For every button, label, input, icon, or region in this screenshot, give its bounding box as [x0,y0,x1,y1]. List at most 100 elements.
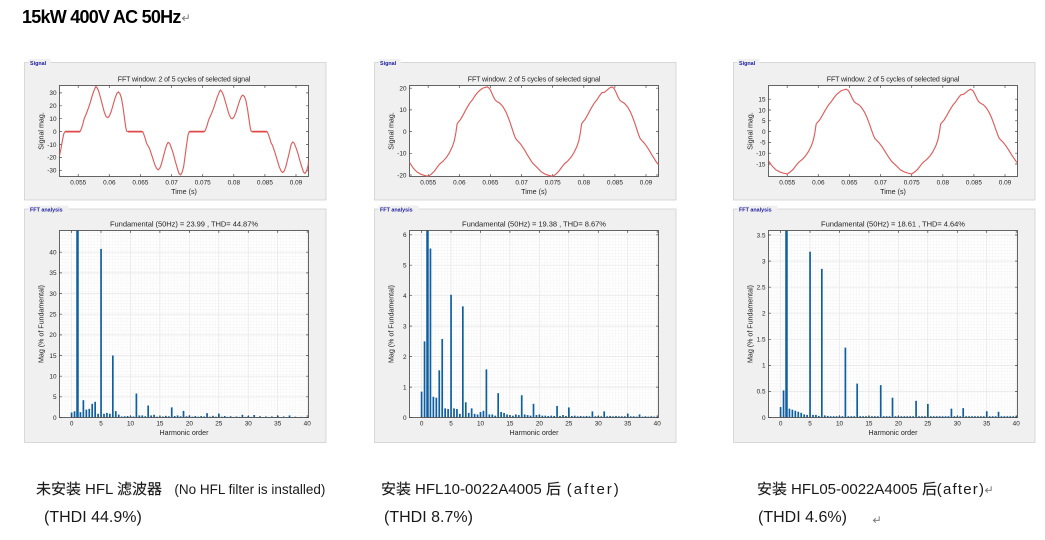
svg-text:30: 30 [954,421,962,428]
svg-text:2: 2 [762,311,766,318]
svg-text:0.055: 0.055 [70,180,86,187]
svg-text:-15: -15 [756,161,766,168]
svg-text:Signal mag.: Signal mag. [38,112,46,149]
svg-text:10: 10 [127,421,135,428]
svg-text:20: 20 [49,103,57,110]
svg-text:25: 25 [565,421,573,428]
svg-text:25: 25 [924,421,932,428]
svg-text:0.075: 0.075 [904,180,920,187]
svg-text:0.065: 0.065 [841,180,857,187]
svg-text:10: 10 [477,421,485,428]
svg-text:30: 30 [49,291,57,298]
svg-text:FFT window: 2 of 5 cycles of s: FFT window: 2 of 5 cycles of selected si… [118,76,251,83]
svg-text:15: 15 [506,421,514,428]
svg-text:2.5: 2.5 [757,285,766,292]
svg-text:40: 40 [304,421,312,428]
svg-text:25: 25 [215,421,223,428]
svg-text:Signal mag.: Signal mag. [388,112,396,149]
svg-text:10: 10 [836,421,844,428]
svg-text:Fundamental (50Hz) = 23.99 , T: Fundamental (50Hz) = 23.99 , THD= 44.87% [110,219,258,228]
svg-text:40: 40 [654,421,662,428]
svg-text:1: 1 [403,384,407,391]
svg-text:5: 5 [99,421,103,428]
svg-text:-20: -20 [397,172,407,179]
svg-text:15: 15 [156,421,164,428]
svg-text:40: 40 [1013,421,1021,428]
svg-text:0.055: 0.055 [779,180,795,187]
svg-text:0.08: 0.08 [937,180,950,187]
svg-text:Harmonic order: Harmonic order [869,429,919,437]
svg-text:35: 35 [49,270,57,277]
svg-text:0: 0 [53,129,57,136]
svg-text:-30: -30 [47,168,57,175]
svg-text:FFT analysis: FFT analysis [739,207,772,213]
svg-text:-10: -10 [397,151,407,158]
svg-text:Mag (% of Fundamental): Mag (% of Fundamental) [38,285,46,363]
svg-text:0.055: 0.055 [420,180,436,187]
svg-text:6: 6 [403,232,407,239]
svg-text:10: 10 [49,374,57,381]
svg-text:Time (s): Time (s) [521,188,547,196]
svg-text:Fundamental (50Hz) = 18.61 , T: Fundamental (50Hz) = 18.61 , THD= 4.64% [821,219,965,228]
svg-text:0.09: 0.09 [640,180,653,187]
svg-text:35: 35 [983,421,991,428]
svg-text:5: 5 [808,421,812,428]
svg-text:Signal: Signal [30,61,47,67]
svg-text:20: 20 [49,332,57,339]
svg-text:20: 20 [536,421,544,428]
svg-text:0.075: 0.075 [195,180,211,187]
svg-text:Time (s): Time (s) [171,188,197,196]
svg-text:20: 20 [186,421,194,428]
svg-text:Mag (% of Fundamental): Mag (% of Fundamental) [747,285,755,363]
svg-text:1.5: 1.5 [757,337,766,344]
svg-text:0.09: 0.09 [999,180,1012,187]
svg-text:0.07: 0.07 [874,180,887,187]
svg-text:Fundamental (50Hz) = 19.38 , T: Fundamental (50Hz) = 19.38 , THD= 8.67% [462,219,606,228]
svg-text:0.5: 0.5 [757,389,766,396]
svg-text:30: 30 [245,421,253,428]
svg-text:FFT analysis: FFT analysis [30,207,63,213]
svg-text:15: 15 [865,421,873,428]
svg-text:1: 1 [762,363,766,370]
svg-text:4: 4 [403,293,407,300]
svg-text:10: 10 [758,107,766,114]
svg-text:Signal: Signal [739,61,756,67]
svg-text:40: 40 [49,250,57,257]
svg-text:20: 20 [895,421,903,428]
svg-text:2: 2 [403,354,407,361]
svg-text:-5: -5 [760,140,766,147]
svg-text:0.065: 0.065 [482,180,498,187]
svg-text:-10: -10 [756,151,766,158]
svg-text:FFT window: 2 of 5 cycles of s: FFT window: 2 of 5 cycles of selected si… [468,76,601,83]
svg-text:20: 20 [399,86,407,93]
svg-text:3: 3 [762,258,766,265]
svg-text:Signal mag.: Signal mag. [747,112,755,149]
svg-text:Signal: Signal [380,61,397,67]
svg-text:Harmonic order: Harmonic order [510,429,560,437]
svg-text:0.06: 0.06 [812,180,825,187]
svg-text:-10: -10 [47,142,57,149]
svg-text:0.085: 0.085 [966,180,982,187]
svg-text:0: 0 [70,421,74,428]
svg-text:10: 10 [399,107,407,114]
svg-text:0: 0 [779,421,783,428]
svg-text:0: 0 [762,129,766,136]
svg-text:0: 0 [53,415,57,422]
svg-text:0.09: 0.09 [290,180,303,187]
svg-text:10: 10 [49,116,57,123]
svg-text:FFT window: 2 of 5 cycles of s: FFT window: 2 of 5 cycles of selected si… [827,76,960,83]
svg-text:5: 5 [403,263,407,270]
svg-text:3.5: 3.5 [757,232,766,239]
svg-text:15: 15 [758,97,766,104]
svg-text:0.08: 0.08 [578,180,591,187]
svg-text:FFT analysis: FFT analysis [380,207,413,213]
svg-text:0.085: 0.085 [257,180,273,187]
svg-text:0.075: 0.075 [545,180,561,187]
svg-text:0.07: 0.07 [165,180,178,187]
svg-text:35: 35 [624,421,632,428]
svg-text:0: 0 [420,421,424,428]
svg-text:0.06: 0.06 [453,180,466,187]
svg-text:0.06: 0.06 [103,180,116,187]
svg-text:Harmonic order: Harmonic order [160,429,210,437]
svg-text:15: 15 [49,353,57,360]
